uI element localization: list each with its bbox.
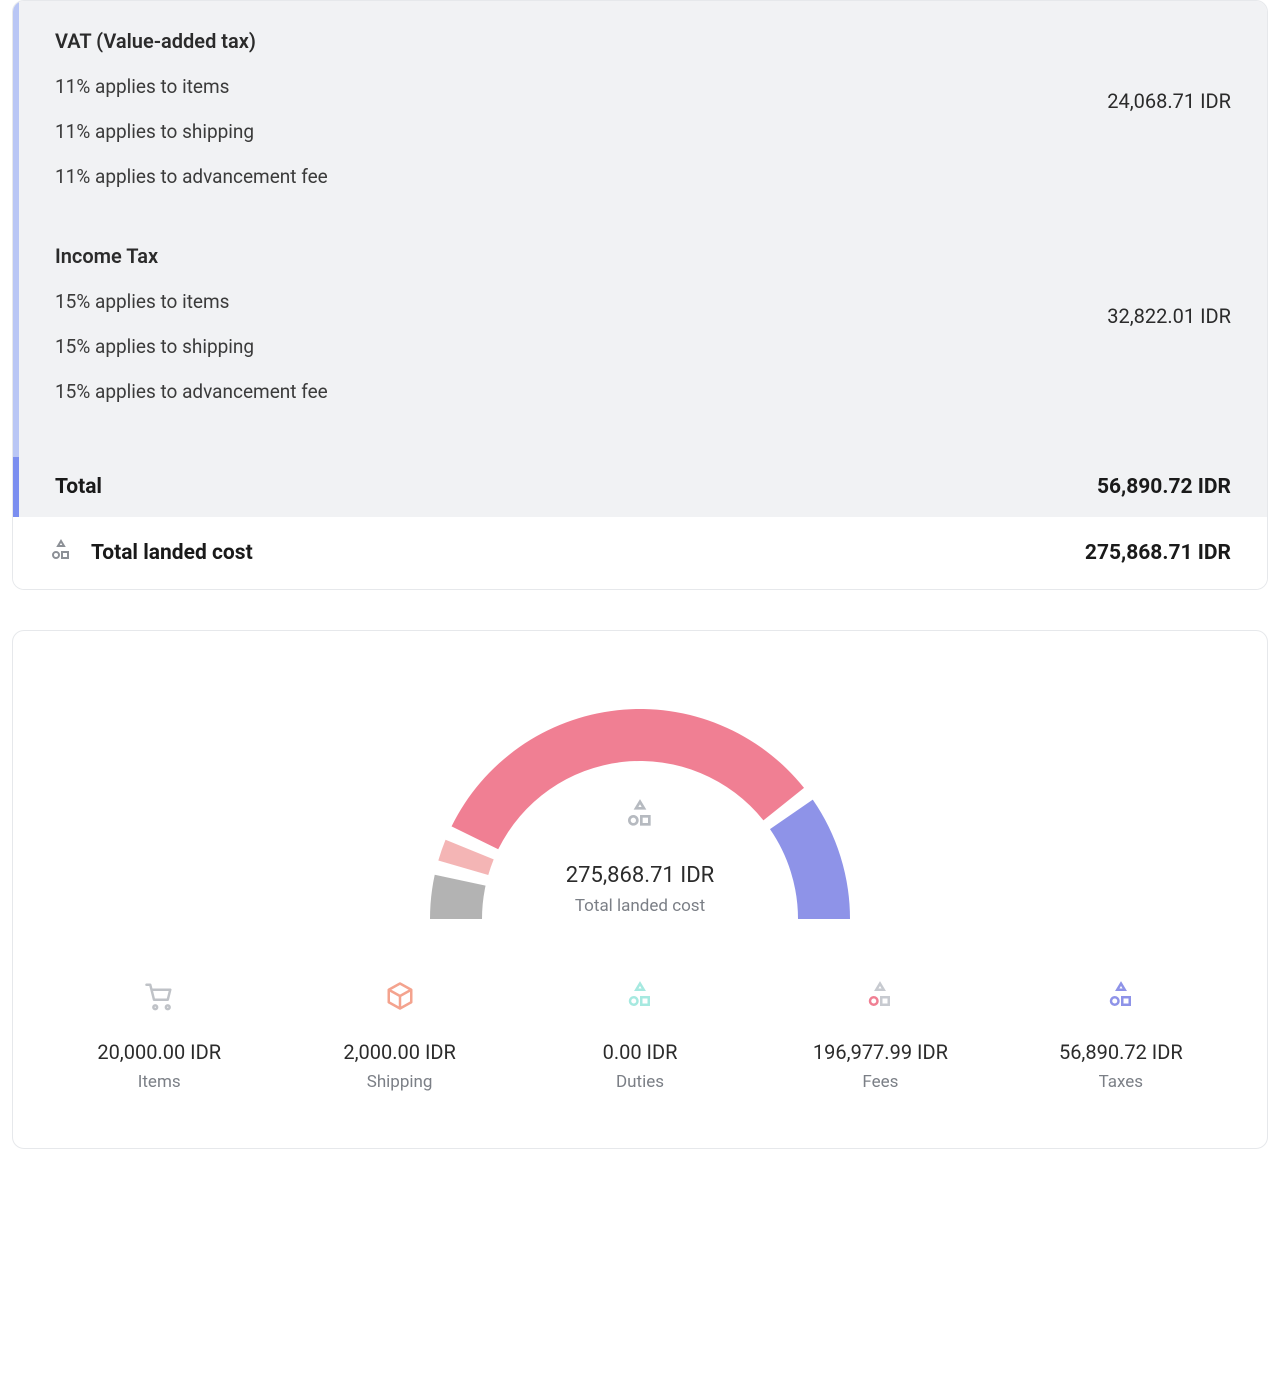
- tax-section-vat: VAT (Value-added tax) 11% applies to ite…: [55, 29, 1231, 210]
- shapes-icon: [865, 980, 895, 1012]
- shapes-icon: [1106, 980, 1136, 1012]
- breakdown-row: 20,000.00 IDR Items 2,000.00 IDR Shippin…: [49, 980, 1231, 1092]
- breakdown-label: Fees: [862, 1072, 898, 1092]
- breakdown-item-shipping: 2,000.00 IDR Shipping: [289, 980, 509, 1092]
- breakdown-item-fees: 196,977.99 IDR Fees: [770, 980, 990, 1092]
- breakdown-label: Taxes: [1099, 1072, 1144, 1092]
- tax-line: 11% applies to advancement fee: [55, 165, 328, 188]
- landed-cost-label: Total landed cost: [91, 541, 253, 565]
- gauge-segment-shipping: [438, 840, 493, 875]
- shapes-icon: [624, 799, 656, 835]
- breakdown-label: Duties: [616, 1072, 664, 1092]
- tax-total-row: Total 56,890.72 IDR: [13, 457, 1267, 517]
- gauge-segment-taxes: [770, 800, 850, 919]
- tax-section-title: VAT (Value-added tax): [55, 29, 328, 53]
- shapes-icon: [625, 980, 655, 1012]
- tax-section-amount: 24,068.71 IDR: [1107, 29, 1231, 113]
- breakdown-amount: 0.00 IDR: [603, 1040, 678, 1064]
- tax-line: 15% applies to items: [55, 290, 328, 313]
- tax-line: 15% applies to advancement fee: [55, 380, 328, 403]
- breakdown-item-duties: 0.00 IDR Duties: [530, 980, 750, 1092]
- tax-section-income: Income Tax 15% applies to items 15% appl…: [55, 244, 1231, 425]
- tax-line: 11% applies to shipping: [55, 120, 328, 143]
- tax-line: 11% applies to items: [55, 75, 328, 98]
- breakdown-amount: 196,977.99 IDR: [813, 1040, 948, 1064]
- breakdown-label: Shipping: [367, 1072, 433, 1092]
- gauge-segment-items: [430, 875, 486, 919]
- tax-total-value: 56,890.72 IDR: [1097, 475, 1231, 499]
- tax-panel: VAT (Value-added tax) 11% applies to ite…: [13, 1, 1267, 457]
- breakdown-item-taxes: 56,890.72 IDR Taxes: [1011, 980, 1231, 1092]
- tax-line: 15% applies to shipping: [55, 335, 328, 358]
- gauge-total-amount: 275,868.71 IDR: [566, 863, 714, 888]
- breakdown-amount: 20,000.00 IDR: [97, 1040, 221, 1064]
- tax-section-title: Income Tax: [55, 244, 328, 268]
- cost-breakdown-card: 275,868.71 IDR Total landed cost 20,000.…: [12, 630, 1268, 1149]
- gauge-chart: 275,868.71 IDR Total landed cost: [49, 679, 1231, 916]
- breakdown-amount: 2,000.00 IDR: [343, 1040, 456, 1064]
- package-icon: [385, 980, 415, 1012]
- breakdown-item-items: 20,000.00 IDR Items: [49, 980, 269, 1092]
- tax-section-amount: 32,822.01 IDR: [1107, 244, 1231, 328]
- breakdown-label: Items: [138, 1072, 181, 1092]
- cart-icon: [144, 980, 174, 1012]
- tax-summary-card: VAT (Value-added tax) 11% applies to ite…: [12, 0, 1268, 590]
- shapes-icon: [49, 539, 73, 567]
- tax-total-label: Total: [55, 475, 102, 499]
- gauge-total-label: Total landed cost: [575, 896, 705, 916]
- landed-cost-row: Total landed cost 275,868.71 IDR: [13, 517, 1267, 589]
- landed-cost-value: 275,868.71 IDR: [1085, 541, 1231, 565]
- breakdown-amount: 56,890.72 IDR: [1059, 1040, 1183, 1064]
